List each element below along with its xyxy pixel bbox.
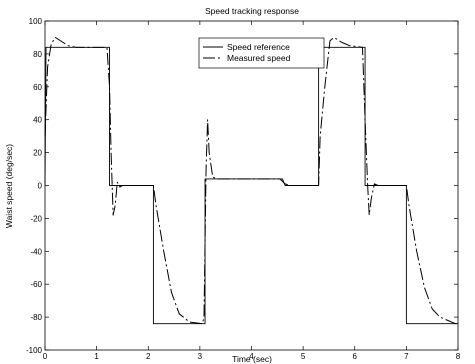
- y-tick-label: -80: [30, 313, 42, 322]
- x-tick-label: 4: [249, 352, 254, 361]
- x-tick-label: 5: [301, 352, 306, 361]
- x-tick-label: 1: [94, 352, 99, 361]
- y-tick-label: -100: [26, 346, 43, 355]
- legend-label-1: Measured speed: [227, 53, 291, 63]
- y-tick-label: -60: [30, 280, 42, 289]
- y-axis-label: Waist speed (deg/sec): [4, 144, 14, 228]
- x-axis-label: Time (sec): [232, 354, 272, 364]
- y-tick-label: 80: [33, 50, 42, 59]
- series-line-measured-speed: [44, 36, 458, 325]
- legend-label-0: Speed reference: [227, 42, 290, 52]
- x-tick-label: 2: [146, 352, 151, 361]
- legend-box: [198, 37, 325, 69]
- y-tick-label: 0: [38, 182, 43, 191]
- x-tick-label: 6: [353, 352, 358, 361]
- y-tick-label: 100: [29, 17, 43, 26]
- x-tick-label: 0: [43, 352, 48, 361]
- x-tick-label: 7: [404, 352, 409, 361]
- y-tick-label: 20: [33, 149, 42, 158]
- x-tick-label: 3: [198, 352, 203, 361]
- y-tick-label: -40: [30, 247, 42, 256]
- y-tick-label: 40: [33, 116, 42, 125]
- x-tick-label: 8: [456, 352, 461, 361]
- plot-area: 0 1 2 3 4 5 6 7 8 -100 -80 -60 -40 -20 0 20 40 60 80 100: [26, 17, 461, 361]
- chart-title: Speed tracking response: [205, 6, 299, 16]
- y-tick-label: -20: [30, 214, 42, 223]
- y-tick-label: 60: [33, 83, 42, 92]
